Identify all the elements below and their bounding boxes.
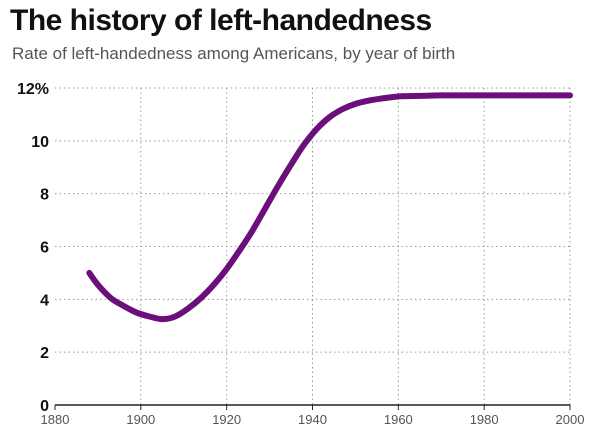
y-tick-label: 6	[40, 240, 49, 257]
y-tick-label: 4	[40, 292, 49, 309]
x-tick-label: 1880	[41, 412, 70, 427]
x-tick-label: 1900	[126, 412, 155, 427]
chart-subtitle: Rate of left-handedness among Americans,…	[12, 44, 456, 63]
x-tick-label: 1980	[470, 412, 499, 427]
x-tick-label: 1920	[212, 412, 241, 427]
chart-title: The history of left-handedness	[10, 4, 432, 37]
y-tick-label: 8	[40, 187, 49, 204]
y-tick-label: 10	[31, 134, 49, 151]
x-tick-label: 1960	[384, 412, 413, 427]
y-axis-ticks: 0 2 4 6 8 10 12%	[17, 81, 49, 415]
x-axis-ticks: 1880 1900 1920 1940 1960 1980 2000	[41, 405, 585, 427]
series-line	[86, 92, 573, 323]
y-tick-label: 2	[40, 345, 49, 362]
y-tick-label: 12%	[17, 81, 49, 98]
x-tick-label: 2000	[556, 412, 585, 427]
grid	[55, 87, 571, 405]
y-tick-label: 0	[40, 398, 49, 415]
series	[86, 92, 573, 323]
x-tick-label: 1940	[298, 412, 327, 427]
